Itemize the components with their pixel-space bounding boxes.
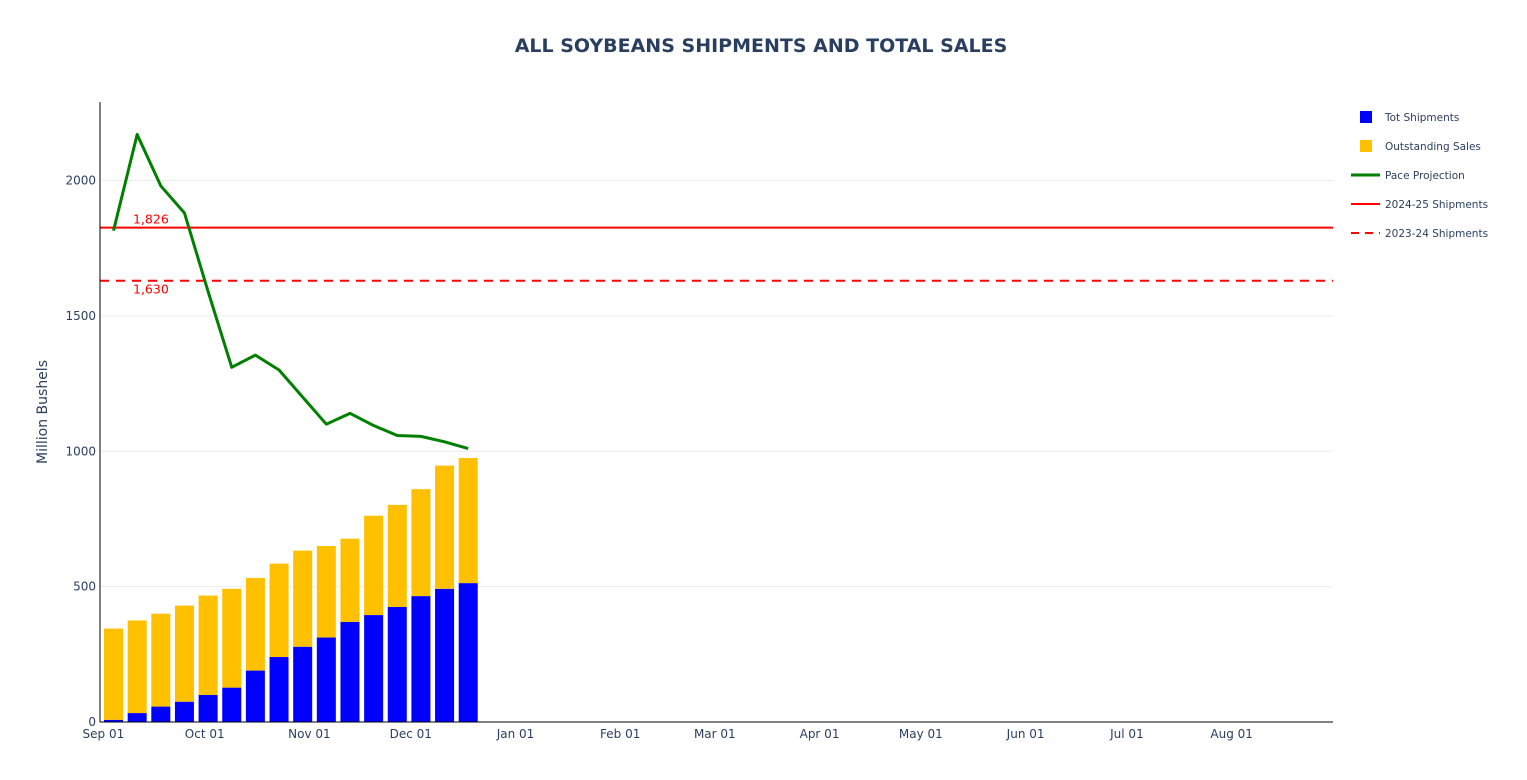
outstanding-sales-bar (293, 550, 313, 647)
outstanding-sales-bar (316, 546, 336, 638)
shipments-bar (245, 670, 265, 722)
shipments-bar (104, 719, 124, 722)
shipments-bar (435, 588, 455, 722)
outstanding-sales-bar (222, 588, 242, 688)
reference-value-label: 1,630 (133, 282, 169, 297)
outstanding-sales-bar (104, 628, 124, 720)
legend-label: 2023-24 Shipments (1385, 228, 1488, 240)
shipments-bar (151, 706, 171, 722)
y-tick-label: 2000 (65, 174, 96, 188)
outstanding-sales-bar (411, 489, 431, 597)
outstanding-sales-bar (387, 504, 407, 607)
x-tick-label: Sep 01 (83, 727, 125, 741)
shipments-bar (411, 596, 431, 722)
legend-label: Tot Shipments (1384, 112, 1459, 124)
x-tick-label: Oct 01 (185, 727, 225, 741)
x-tick-label: May 01 (899, 727, 943, 741)
shipments-bar (293, 646, 313, 722)
x-tick-label: Mar 01 (694, 727, 736, 741)
y-tick-label: 1500 (65, 309, 96, 323)
y-tick-label: 0 (88, 715, 96, 729)
chart-title: ALL SOYBEANS SHIPMENTS AND TOTAL SALES (515, 35, 1008, 57)
shipments-bar (458, 583, 478, 722)
y-axis-title: Million Bushels (35, 360, 51, 464)
gridlines (100, 180, 1333, 588)
outstanding-sales-bar (127, 620, 147, 714)
x-tick-label: Nov 01 (288, 727, 331, 741)
legend: Tot Shipments Outstanding Sales Pace Proje… (1351, 111, 1488, 240)
y-tick-label: 1000 (65, 444, 96, 458)
x-tick-label: Jul 01 (1109, 727, 1144, 741)
x-tick-label: Jan 01 (496, 727, 535, 741)
shipments-bar (174, 701, 194, 722)
x-tick-label: Feb 01 (600, 727, 640, 741)
legend-label: Pace Projection (1385, 170, 1465, 182)
annotations: 1,826 1,630 (133, 212, 169, 297)
shipments-bar (387, 606, 407, 722)
legend-swatch (1360, 140, 1372, 152)
reference-lines (100, 226, 1333, 282)
shipments-bar (198, 694, 218, 722)
outstanding-sales-bar (151, 613, 171, 707)
bars-group (104, 458, 478, 722)
shipments-bar (222, 687, 242, 722)
shipments-bar (127, 713, 147, 722)
shipments-bar (316, 637, 336, 722)
x-tick-label: Jun 01 (1006, 727, 1045, 741)
x-tick-label: Apr 01 (800, 727, 840, 741)
outstanding-sales-bar (245, 577, 265, 671)
tick-labels: 0 500 1000 1500 2000 Sep 01 Oct 01 Nov 01 Dec 01… (65, 174, 1252, 741)
reference-value-label: 1,826 (133, 212, 169, 227)
x-tick-label: Aug 01 (1210, 727, 1253, 741)
outstanding-sales-bar (458, 458, 478, 584)
outstanding-sales-bar (340, 538, 360, 622)
outstanding-sales-bar (435, 465, 455, 589)
axes (99, 102, 1333, 723)
y-tick-label: 500 (73, 580, 96, 594)
outstanding-sales-bar (174, 605, 194, 702)
outstanding-sales-bar (364, 515, 384, 616)
legend-swatch (1360, 111, 1372, 123)
line-series-group (112, 132, 469, 450)
shipments-bar (269, 657, 289, 722)
shipments-bar (340, 621, 360, 722)
x-tick-label: Dec 01 (390, 727, 432, 741)
pace-projection-line (112, 132, 469, 450)
legend-label: Outstanding Sales (1385, 141, 1481, 153)
legend-label: 2024-25 Shipments (1385, 199, 1488, 211)
outstanding-sales-bar (269, 563, 289, 658)
outstanding-sales-bar (198, 595, 218, 695)
shipments-bar (364, 615, 384, 722)
